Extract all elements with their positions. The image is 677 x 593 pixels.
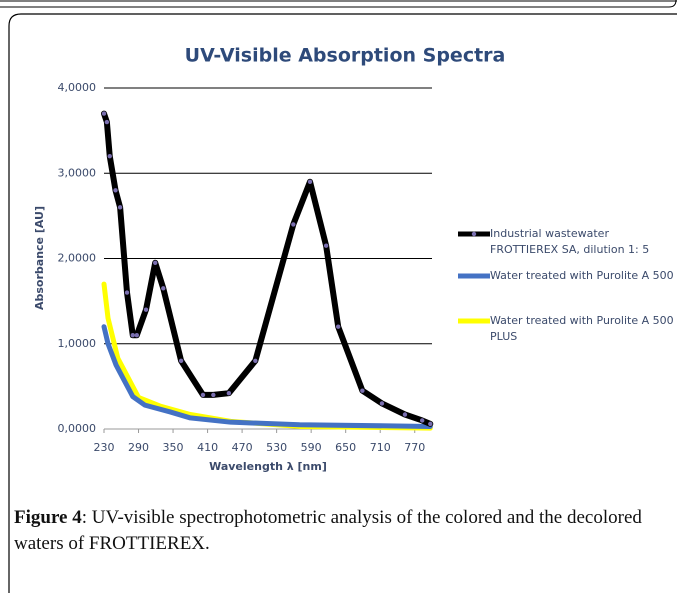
x-tick-label: 410 [197, 441, 218, 454]
data-point [402, 412, 408, 417]
page-frame [8, 13, 677, 593]
x-tick-label: 350 [163, 441, 184, 454]
y-tick-label: 4,0000 [58, 81, 97, 94]
legend-marker [471, 231, 477, 237]
y-axis-label: Absorbance [AU] [33, 206, 46, 310]
x-tick-label: 290 [128, 441, 149, 454]
data-point [291, 222, 296, 227]
caption-text: : UV-visible spectrophotometric analysis… [14, 507, 642, 554]
chart-title: UV-Visible Absorption Spectra [185, 45, 506, 67]
caption-label: Figure 4 [14, 507, 82, 528]
data-point [428, 421, 433, 427]
data-point [379, 401, 385, 406]
data-point [107, 154, 112, 159]
y-tick-label: 0,0000 [58, 422, 97, 435]
data-point [323, 243, 329, 248]
data-point [124, 290, 130, 295]
x-tick-label: 590 [301, 441, 322, 454]
data-point [117, 205, 123, 210]
legend-label: Industrial wastewater FROTTIEREX SA, dil… [490, 227, 650, 256]
data-point [104, 119, 110, 125]
data-point [336, 324, 341, 329]
data-point [211, 392, 216, 398]
data-point [226, 390, 232, 396]
y-tick-label: 3,0000 [58, 166, 97, 179]
legend-label: Water treated with Purolite A 500 [490, 269, 674, 282]
x-tick-label: 770 [404, 441, 425, 454]
data-point [130, 333, 135, 338]
data-point [200, 392, 206, 398]
data-point [420, 418, 425, 423]
x-tick-label: 710 [370, 441, 391, 454]
data-point [253, 358, 258, 363]
data-point [360, 388, 365, 393]
x-tick-label: 230 [94, 441, 115, 454]
data-point [113, 188, 118, 193]
data-point [153, 260, 158, 265]
caption: Figure 4: UV-visible spectrophotometric … [14, 505, 664, 557]
data-point [101, 111, 107, 116]
series-line [101, 324, 433, 429]
data-point [143, 307, 149, 312]
legend-label: Water treated with Purolite A 500 PLUS [490, 314, 674, 343]
x-axis-label: Wavelength λ [nm] [209, 460, 327, 473]
page-frame-top [0, 0, 677, 8]
series-line [101, 110, 434, 427]
data-point [178, 358, 184, 363]
x-tick-label: 470 [232, 441, 253, 454]
y-tick-label: 1,0000 [58, 337, 97, 350]
x-tick-label: 650 [335, 441, 356, 454]
data-point [161, 286, 166, 291]
data-point [134, 333, 139, 338]
y-tick-label: 2,0000 [58, 252, 97, 265]
x-tick-label: 530 [266, 441, 287, 454]
data-point [307, 179, 313, 184]
